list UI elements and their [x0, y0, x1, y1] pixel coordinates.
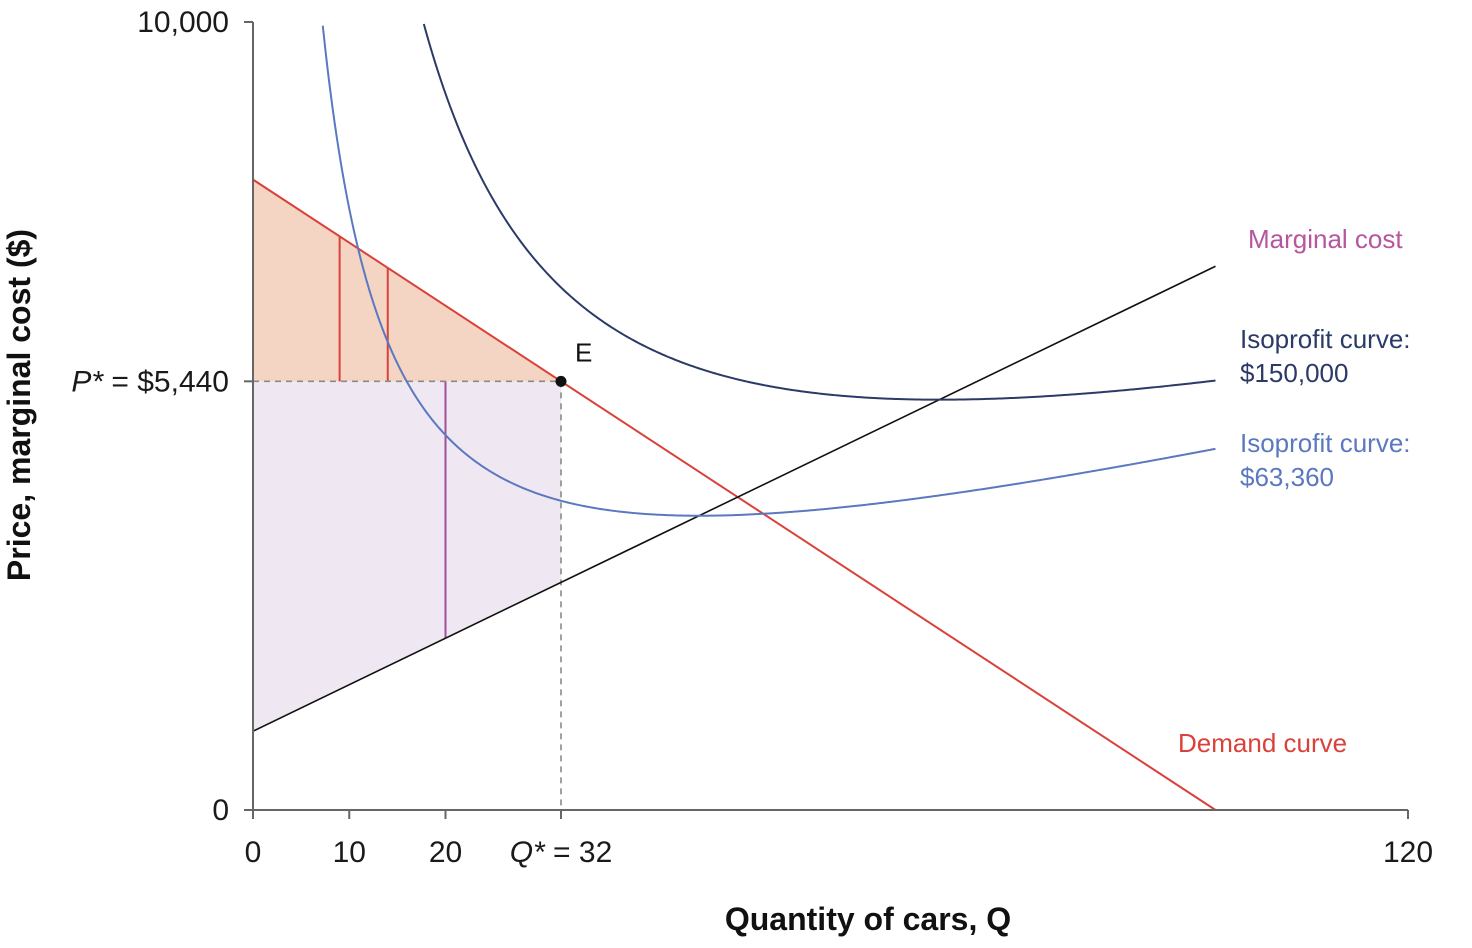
x-axis-title: Quantity of cars, Q	[725, 901, 1011, 937]
y-axis-title: Price, marginal cost ($)	[1, 229, 37, 581]
x-tick-label-120: 120	[1383, 836, 1433, 869]
equilibrium-label: E	[575, 337, 592, 367]
equilibrium: E	[555, 337, 592, 387]
y-tick-label-10000: 10,000	[137, 6, 229, 39]
equilibrium-point	[555, 375, 567, 387]
tick-labels: 0 10 20 Q* = 32 120 0 P* = $5,440 10,000	[71, 6, 1433, 869]
axes	[244, 21, 1409, 819]
curves	[252, 23, 1217, 811]
isoprofit-label-2-line-2: $63,360	[1240, 462, 1334, 492]
x-tick-label-20: 20	[429, 836, 462, 869]
x-tick-label-10: 10	[333, 836, 366, 869]
producer-surplus-region	[253, 381, 561, 732]
isoprofit-label-2-line-1: Isoprofit curve:	[1240, 428, 1411, 458]
surplus-bars	[338, 236, 447, 639]
shaded-regions	[253, 179, 561, 732]
marginal-cost-line	[252, 265, 1216, 732]
isoprofit-curve-2	[321, 25, 1216, 517]
x-tick-label-0: 0	[245, 836, 262, 869]
curve-labels: Marginal cost Demand curve Isoprofit curve…	[1178, 224, 1411, 758]
demand-curve-line	[252, 178, 1217, 811]
marginal-cost-label: Marginal cost	[1248, 224, 1403, 254]
y-tick-label-0: 0	[212, 794, 229, 827]
demand-curve-label: Demand curve	[1178, 728, 1347, 758]
y-tick-label-5440: P* = $5,440	[71, 365, 229, 398]
x-tick-label-32: Q* = 32	[510, 836, 613, 869]
isoprofit-label-1-line-2: $150,000	[1240, 358, 1348, 388]
isoprofit-curve-1	[422, 23, 1216, 401]
isoprofit-label-1-line-1: Isoprofit curve:	[1240, 324, 1411, 354]
